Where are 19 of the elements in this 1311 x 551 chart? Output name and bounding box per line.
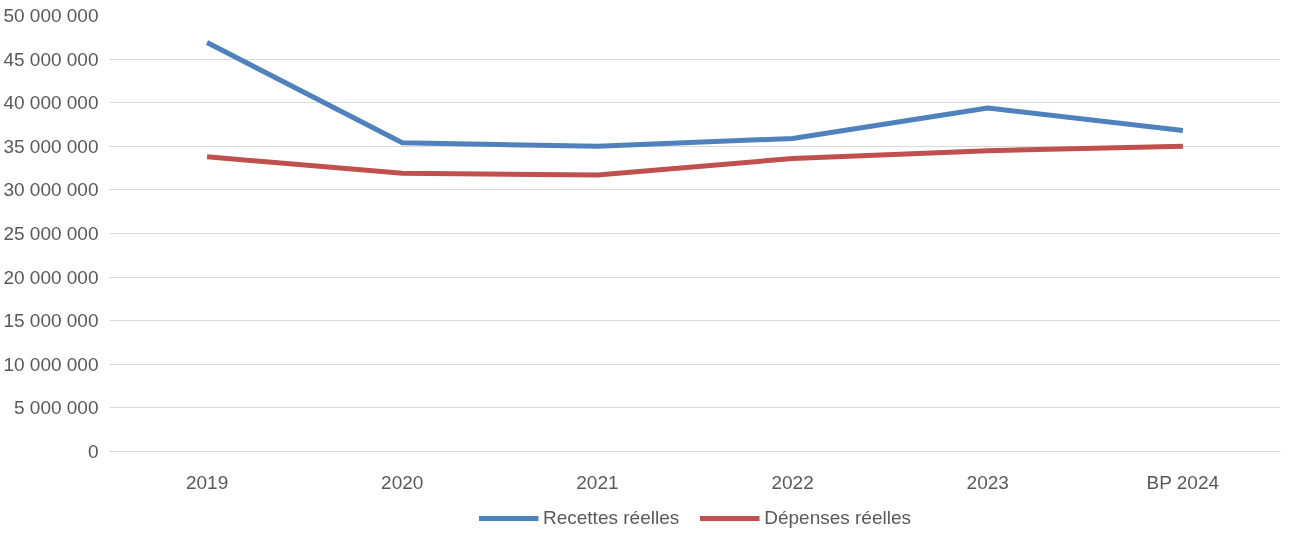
y-tick-label: 20 000 000 bbox=[3, 266, 99, 288]
legend-label: Recettes réelles bbox=[542, 506, 680, 529]
y-tick-label: 30 000 000 bbox=[3, 179, 99, 201]
legend-label: Dépenses réelles bbox=[764, 506, 912, 529]
y-tick-label: 50 000 000 bbox=[3, 5, 99, 26]
y-tick-label: 45 000 000 bbox=[3, 48, 99, 70]
x-tick-label: 2022 bbox=[771, 471, 814, 493]
x-tick-label: 2021 bbox=[576, 471, 619, 493]
y-tick-label: 15 000 000 bbox=[3, 310, 99, 332]
x-tick-label: 2019 bbox=[185, 471, 229, 493]
y-tick-label: 35 000 000 bbox=[3, 135, 99, 157]
y-tick-label: 0 bbox=[87, 441, 99, 462]
y-tick-label: 25 000 000 bbox=[3, 223, 99, 244]
y-tick-label: 40 000 000 bbox=[3, 92, 99, 114]
x-tick-label: 2023 bbox=[966, 471, 1009, 493]
x-tick-label: 2020 bbox=[381, 471, 424, 493]
y-tick-label: 5 000 000 bbox=[13, 397, 99, 419]
y-tick-label: 10 000 000 bbox=[3, 353, 99, 375]
x-tick-label: BP 2024 bbox=[1146, 471, 1220, 493]
